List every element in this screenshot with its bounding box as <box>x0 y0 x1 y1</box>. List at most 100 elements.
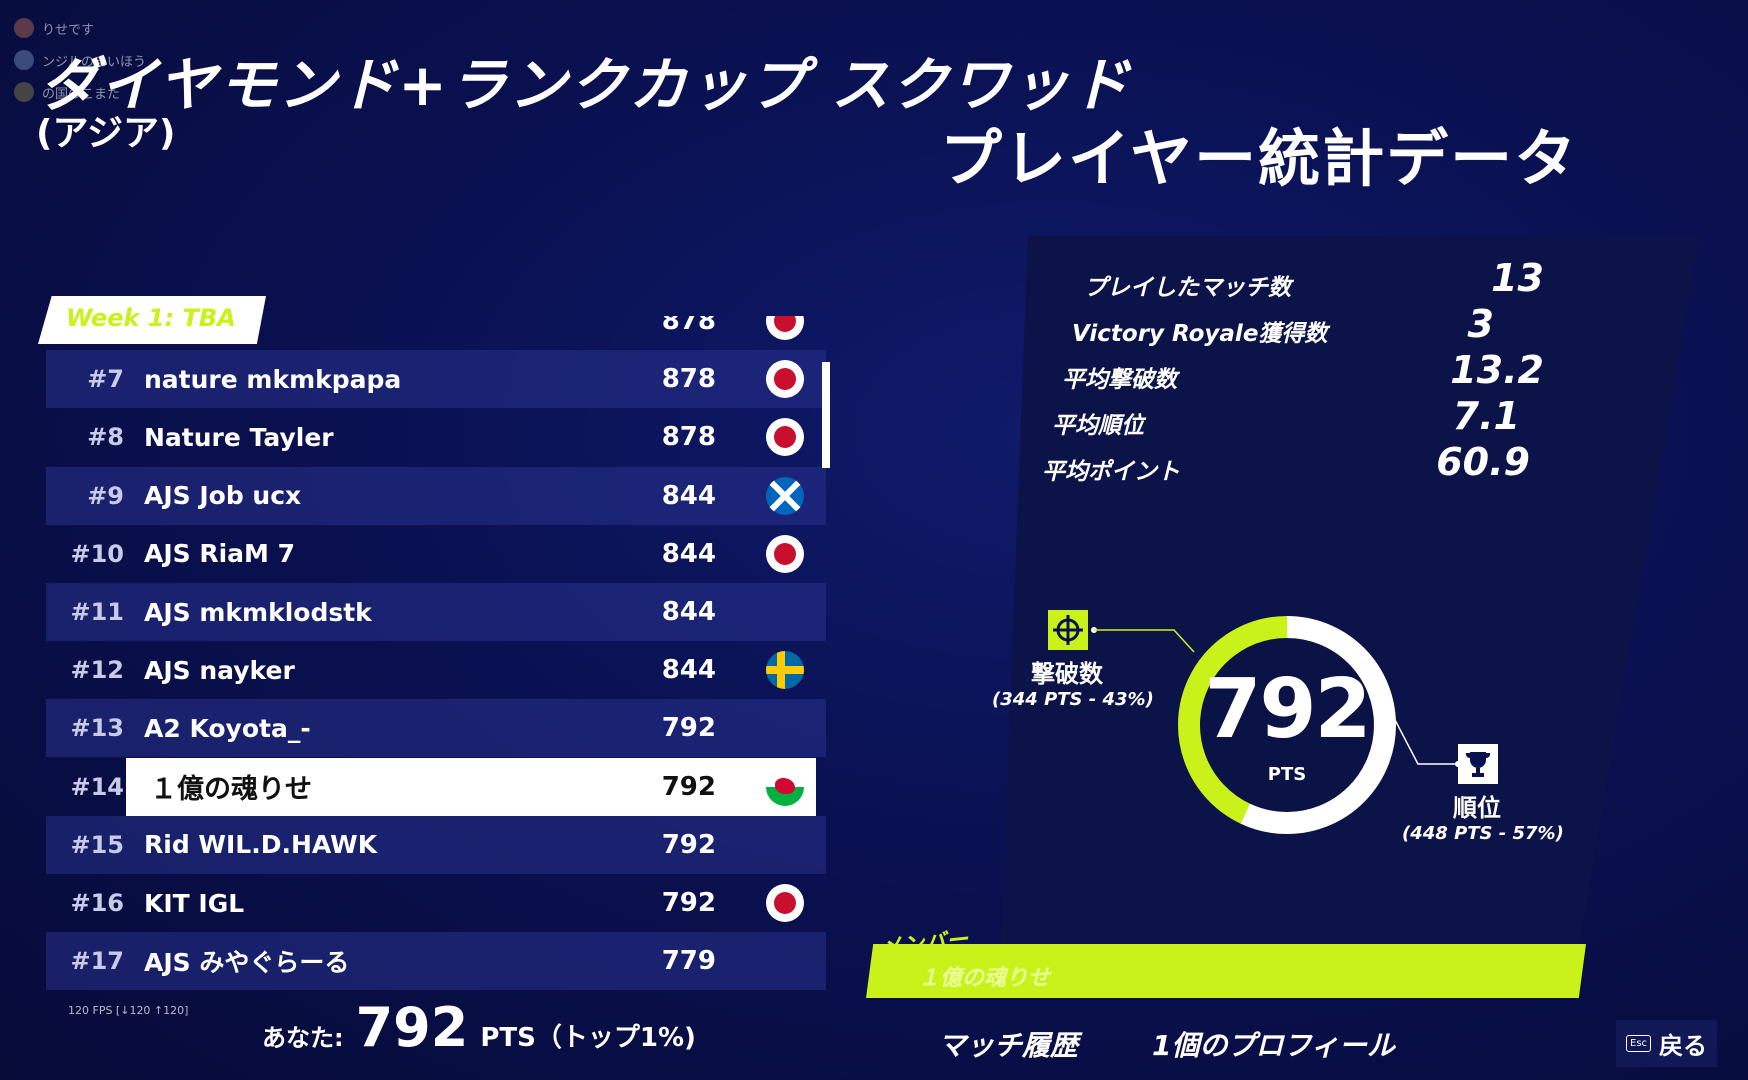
elim-connector <box>1091 627 1195 653</box>
row-points: 792 <box>661 829 716 860</box>
region-subtitle: (アジア) <box>36 113 176 154</box>
elim-callout: 撃破数 (344 PTS - 43%) <box>992 654 1154 710</box>
row-player-name: Rid WIL.D.HAWK <box>144 830 378 860</box>
flag-icon <box>766 651 804 690</box>
row-rank: #12 <box>70 656 124 685</box>
leaderboard-row[interactable]: #12 AJS nayker 844 <box>46 641 826 699</box>
flag-icon <box>766 360 804 399</box>
leaderboard-row[interactable]: #16 KIT IGL 792 <box>46 874 826 932</box>
row-points: 792 <box>661 771 716 802</box>
flag-icon <box>766 534 804 573</box>
place-connector <box>1393 717 1461 767</box>
avatar <box>14 82 34 102</box>
leaderboard-row[interactable]: #15 Rid WIL.D.HAWK 792 <box>46 815 826 874</box>
row-points: 844 <box>661 480 716 511</box>
row-player-name: AJS nayker <box>144 655 295 685</box>
row-points: 792 <box>661 888 716 918</box>
matches-value: 13 <box>1491 256 1544 300</box>
flag-icon <box>766 316 804 340</box>
your-score: あなた: 792 PTS（トップ1%) <box>262 996 696 1059</box>
row-points: 844 <box>661 597 716 627</box>
row-points: 844 <box>661 655 716 686</box>
leaderboard-row[interactable]: #10 AJS RiaM 7 844 <box>46 525 826 583</box>
donut-total: 792 <box>1204 662 1371 757</box>
row-points: 792 <box>661 713 716 744</box>
place-callout: 順位 (448 PTS - 57%) <box>1402 788 1564 844</box>
row-rank: #15 <box>70 830 124 859</box>
leaderboard-row-self[interactable]: #14 １億の魂りせ 792 <box>46 757 826 816</box>
wins-label: Victory Royale獲得数 <box>1072 321 1328 347</box>
member-name[interactable]: １億の魂りせ <box>918 966 1051 991</box>
trophy-icon <box>1458 744 1498 784</box>
flag-icon <box>766 884 804 922</box>
row-rank: #10 <box>70 539 124 568</box>
flag-icon <box>766 418 804 457</box>
row-rank: #8 <box>87 423 124 452</box>
chat-line: ンジルのまいほう <box>14 44 146 76</box>
leaderboard-row[interactable]: #7 nature mkmkpapa 878 <box>46 350 826 409</box>
row-points: 779 <box>661 946 716 977</box>
elim-label: 撃破数 <box>1031 660 1103 688</box>
row-rank: #16 <box>70 889 124 917</box>
chat-line: の国のこまた <box>14 76 146 108</box>
place-label: 順位 <box>1453 794 1501 822</box>
avatar <box>14 18 34 38</box>
elim-detail: (344 PTS - 43%) <box>992 689 1154 710</box>
stats-panel <box>1000 236 1700 976</box>
row-player-name: AJS RiaM 7 <box>144 539 296 569</box>
stats-title: プレイヤー統計データ <box>940 122 1579 195</box>
flag-icon <box>766 476 804 515</box>
back-label: 戻る <box>1659 1032 1708 1060</box>
matches-label: プレイしたマッチ数 <box>1084 275 1291 301</box>
row-rank: #14 <box>70 772 124 801</box>
your-score-label: あなた: <box>262 1024 344 1052</box>
avatar <box>14 50 34 70</box>
fps-counter: 120 FPS [↓120 ↑120] <box>68 1004 189 1017</box>
leaderboard-row[interactable]: #11 AJS mkmklodstk 844 <box>46 583 826 641</box>
row-rank: #17 <box>70 947 124 976</box>
chat-overlay: りせです ンジルのまいほう の国のこまた <box>14 12 146 108</box>
tab-match-history[interactable]: マッチ履歴 <box>938 1029 1079 1062</box>
leaderboard-scrollbar[interactable] <box>822 362 830 468</box>
row-player-name: nature mkmkpapa <box>144 364 402 394</box>
week-tag: Week 1: TBA <box>38 296 266 344</box>
your-score-value: 792 <box>355 996 469 1059</box>
row-player-name: KIT IGL <box>144 888 245 918</box>
flag-icon <box>766 767 804 806</box>
row-rank: #11 <box>70 598 124 626</box>
elims-label: 平均撃破数 <box>1062 367 1177 393</box>
row-points: 878 <box>661 422 716 453</box>
row-player-name: AJS mkmklodstk <box>144 597 372 627</box>
wins-value: 3 <box>1467 302 1494 346</box>
row-points: 878 <box>661 316 716 336</box>
leaderboard-row[interactable]: #17 AJS みやぐらーる 779 <box>46 932 826 991</box>
leaderboard-row[interactable]: #8 Nature Tayler 878 <box>46 408 826 466</box>
back-button[interactable]: Esc 戻る <box>1616 1020 1718 1067</box>
chat-text: の国のこまた <box>42 86 121 102</box>
row-rank: #13 <box>70 714 124 743</box>
points-donut <box>1178 616 1397 834</box>
row-player-name: AJS みやぐらーる <box>144 948 350 978</box>
placement-value: 7.1 <box>1452 394 1520 438</box>
chat-line: りせです <box>14 12 146 44</box>
leaderboard-row[interactable]: #9 AJS Job ucx 844 <box>46 466 826 525</box>
member-bar[interactable] <box>866 944 1586 998</box>
row-points: 844 <box>661 538 716 569</box>
chat-text: りせです <box>42 22 95 38</box>
page-title: ダイヤモンド+ランクカップ スクワッド <box>40 51 1132 119</box>
row-points: 878 <box>661 364 716 395</box>
row-rank: #7 <box>87 365 124 394</box>
row-player-name: A2 Koyota_- <box>144 713 311 743</box>
place-detail: (448 PTS - 57%) <box>1402 823 1564 844</box>
elims-value: 13.2 <box>1450 348 1544 392</box>
chat-text: ンジルのまいほう <box>42 54 147 70</box>
esc-key-icon: Esc <box>1626 1035 1652 1052</box>
row-rank: #9 <box>87 481 124 510</box>
week-label: Week 1: TBA <box>66 304 236 332</box>
row-player-name: Nature Tayler <box>144 422 334 452</box>
tab-profile[interactable]: 1個のプロフィール <box>1152 1029 1395 1062</box>
row-player-name: AJS Job ucx <box>144 481 302 511</box>
leaderboard-row[interactable]: #13 A2 Koyota_- 792 <box>46 699 826 758</box>
self-highlight <box>126 757 816 816</box>
